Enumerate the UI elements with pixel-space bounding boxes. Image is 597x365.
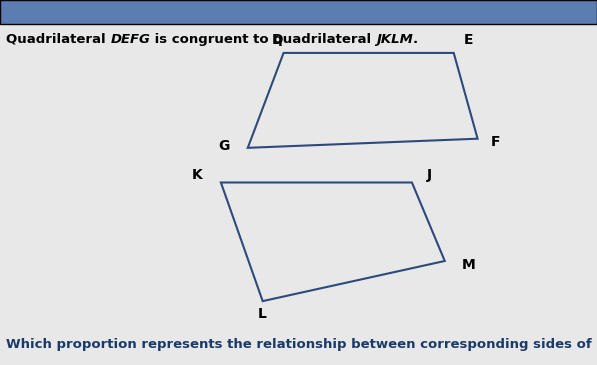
Text: L: L (259, 307, 267, 321)
Text: K: K (192, 168, 202, 182)
Text: Quadrilateral: Quadrilateral (6, 33, 110, 46)
Text: E: E (464, 33, 473, 47)
Text: G: G (218, 139, 230, 153)
FancyBboxPatch shape (0, 0, 597, 24)
Text: DEFG: DEFG (110, 33, 150, 46)
Text: .: . (413, 33, 418, 46)
Text: is congruent to quadrilateral: is congruent to quadrilateral (150, 33, 376, 46)
Text: Which proportion represents the relationship between corresponding sides of: Which proportion represents the relation… (6, 338, 592, 351)
Text: F: F (491, 135, 500, 149)
Text: D: D (272, 33, 284, 47)
Text: JKLM: JKLM (376, 33, 413, 46)
Text: J: J (427, 168, 432, 182)
Text: M: M (461, 258, 476, 272)
